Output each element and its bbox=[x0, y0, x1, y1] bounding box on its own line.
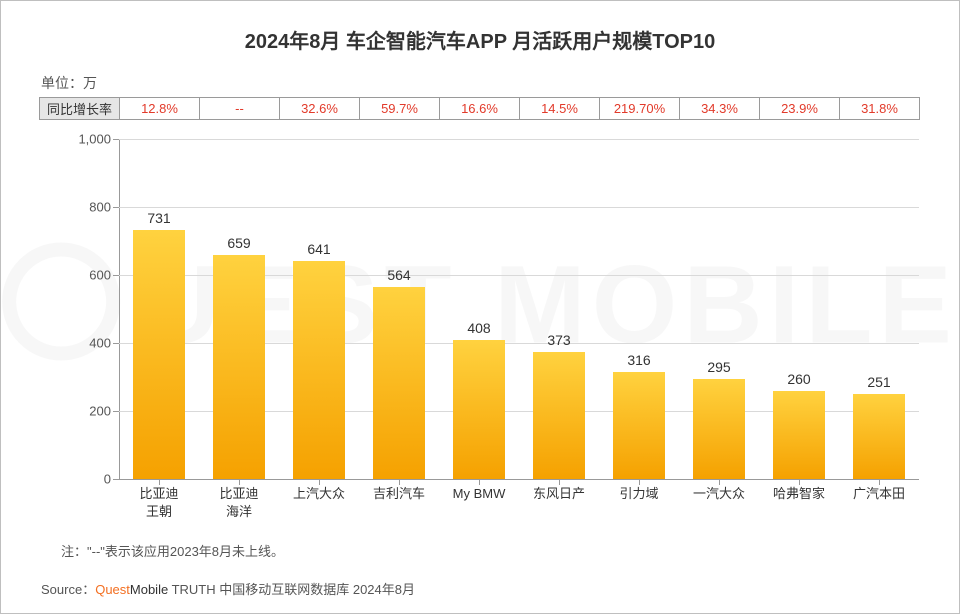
x-axis-category-label: 哈弗智家 bbox=[759, 485, 839, 503]
growth-cell: 31.8% bbox=[840, 98, 920, 120]
x-axis-category-label: 引力域 bbox=[599, 485, 679, 503]
bar-slot: 731 bbox=[119, 139, 199, 479]
growth-cell: 59.7% bbox=[360, 98, 440, 120]
bar-chart: 02004006008001,000731比亚迪王朝659比亚迪海洋641上汽大… bbox=[119, 139, 919, 479]
source-suffix: TRUTH 中国移动互联网数据库 2024年8月 bbox=[168, 582, 415, 597]
growth-rate-row: 同比增长率 12.8% -- 32.6% 59.7% 16.6% 14.5% 2… bbox=[40, 98, 920, 120]
x-axis-category-label: 东风日产 bbox=[519, 485, 599, 503]
unit-label: 单位：万 bbox=[41, 73, 97, 93]
source-brand-black: Mobile bbox=[130, 582, 168, 597]
growth-cell: 219.70% bbox=[600, 98, 680, 120]
bar-value-label: 260 bbox=[759, 371, 839, 387]
bar-slot: 641 bbox=[279, 139, 359, 479]
x-axis-category-label: 上汽大众 bbox=[279, 485, 359, 503]
bar-value-label: 295 bbox=[679, 359, 759, 375]
y-axis-tick-label: 400 bbox=[51, 336, 111, 351]
bar-slot: 295 bbox=[679, 139, 759, 479]
bar-value-label: 251 bbox=[839, 374, 919, 390]
bar-value-label: 373 bbox=[519, 332, 599, 348]
bar bbox=[293, 261, 345, 479]
x-axis-category-label: 比亚迪王朝 bbox=[119, 485, 199, 521]
bar bbox=[133, 230, 185, 479]
growth-rate-table: 同比增长率 12.8% -- 32.6% 59.7% 16.6% 14.5% 2… bbox=[39, 97, 920, 120]
bar-slot: 659 bbox=[199, 139, 279, 479]
source-brand-orange: Quest bbox=[95, 582, 130, 597]
y-axis-tick-label: 0 bbox=[51, 472, 111, 487]
bar bbox=[213, 255, 265, 479]
x-axis-category-label: 比亚迪海洋 bbox=[199, 485, 279, 521]
x-axis-category-label: 吉利汽车 bbox=[359, 485, 439, 503]
footnote: 注："--"表示该应用2023年8月未上线。 bbox=[61, 541, 284, 560]
growth-cell: 14.5% bbox=[520, 98, 600, 120]
chart-container: UEST MOBILE 2024年8月 车企智能汽车APP 月活跃用户规模TOP… bbox=[0, 0, 960, 614]
growth-cell: 34.3% bbox=[680, 98, 760, 120]
x-axis-category-label: 广汽本田 bbox=[839, 485, 919, 503]
y-axis-tick-label: 800 bbox=[51, 200, 111, 215]
bar-value-label: 659 bbox=[199, 235, 279, 251]
bar-value-label: 731 bbox=[119, 210, 199, 226]
bar-slot: 316 bbox=[599, 139, 679, 479]
source-prefix: Source： bbox=[41, 582, 95, 597]
growth-cell: 12.8% bbox=[120, 98, 200, 120]
growth-cell: 16.6% bbox=[440, 98, 520, 120]
chart-title: 2024年8月 车企智能汽车APP 月活跃用户规模TOP10 bbox=[1, 1, 959, 54]
bar-slot: 260 bbox=[759, 139, 839, 479]
y-axis-tick-label: 600 bbox=[51, 268, 111, 283]
bar bbox=[773, 391, 825, 479]
y-axis-tick-label: 1,000 bbox=[51, 132, 111, 147]
source-line: Source：QuestMobile TRUTH 中国移动互联网数据库 2024… bbox=[41, 579, 415, 598]
bar-value-label: 408 bbox=[439, 320, 519, 336]
bar-slot: 564 bbox=[359, 139, 439, 479]
bar bbox=[613, 372, 665, 479]
y-axis-tick bbox=[113, 479, 119, 480]
bar bbox=[693, 379, 745, 479]
bar-value-label: 316 bbox=[599, 352, 679, 368]
x-axis-category-label: My BMW bbox=[439, 485, 519, 503]
bar-value-label: 641 bbox=[279, 241, 359, 257]
bar bbox=[853, 394, 905, 479]
x-axis-category-label: 一汽大众 bbox=[679, 485, 759, 503]
bar bbox=[373, 287, 425, 479]
bar-value-label: 564 bbox=[359, 267, 439, 283]
bar-slot: 408 bbox=[439, 139, 519, 479]
bar-slot: 373 bbox=[519, 139, 599, 479]
bar-slot: 251 bbox=[839, 139, 919, 479]
bar bbox=[453, 340, 505, 479]
y-axis-tick-label: 200 bbox=[51, 404, 111, 419]
bar bbox=[533, 352, 585, 479]
growth-cell: 23.9% bbox=[760, 98, 840, 120]
growth-cell: -- bbox=[200, 98, 280, 120]
growth-rate-header: 同比增长率 bbox=[40, 98, 120, 120]
growth-cell: 32.6% bbox=[280, 98, 360, 120]
